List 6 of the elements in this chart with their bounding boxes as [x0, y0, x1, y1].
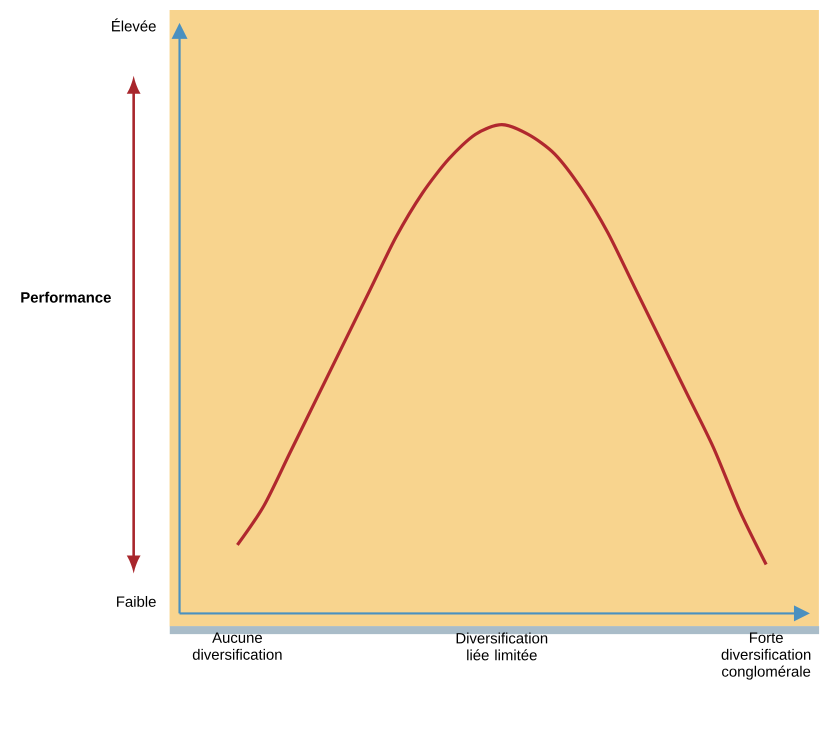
- text: Performance: [21, 292, 111, 303]
- x-tick-label: Diversification liée limitée: [456, 632, 548, 660]
- text: Faible: [117, 596, 156, 607]
- x-tick-label: Forte diversification conglomérale: [722, 632, 810, 680]
- text: Élevée: [112, 18, 156, 32]
- x-tick-label: Aucune diversification: [192, 632, 282, 660]
